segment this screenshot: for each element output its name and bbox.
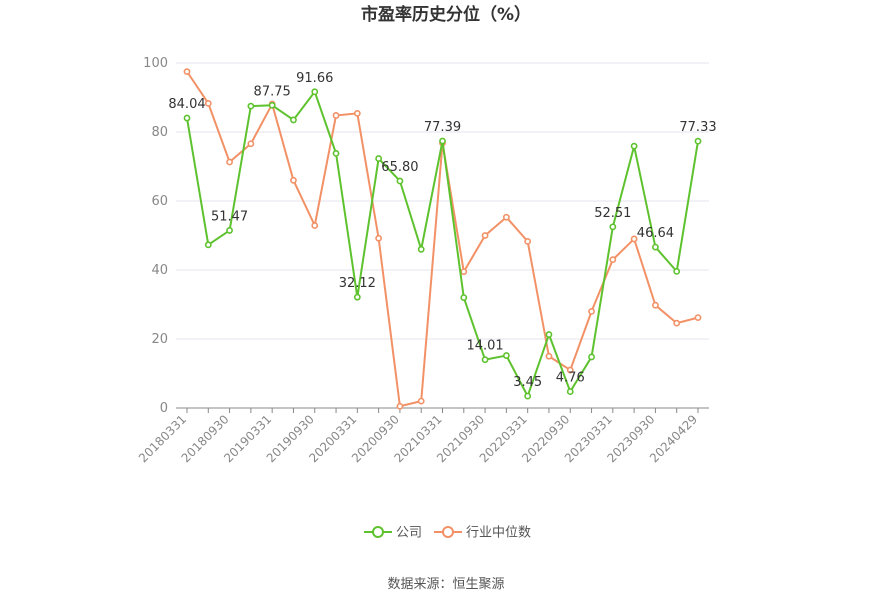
legend-marker: [442, 526, 454, 538]
data-point: [226, 227, 233, 234]
data-point: [396, 177, 404, 185]
legend-item-industry[interactable]: 行业中位数: [434, 526, 531, 541]
data-point: [609, 256, 617, 264]
y-tick-label: 60: [151, 194, 168, 209]
data-point: [226, 158, 233, 166]
data-label: 14.01: [466, 339, 503, 354]
data-point: [290, 176, 297, 184]
data-point: [481, 232, 489, 239]
data-point: [375, 155, 383, 162]
y-tick-label: 40: [151, 263, 168, 278]
data-label: 65.80: [381, 160, 418, 175]
data-point: [588, 353, 595, 361]
legend[interactable]: 公司 行业中位数: [364, 526, 531, 541]
data-point: [183, 68, 191, 76]
legend-label: 公司: [396, 526, 422, 541]
data-label: 3.45: [513, 375, 542, 390]
data-label: 32.12: [339, 276, 376, 291]
chart-title: 市盈率历史分位（%）: [361, 4, 531, 25]
data-point: [524, 237, 532, 245]
data-point: [588, 307, 595, 315]
data-point: [652, 243, 659, 251]
data-point: [694, 137, 702, 145]
data-point: [311, 88, 319, 96]
source-note: 数据来源：恒生聚源: [387, 577, 504, 592]
y-tick-label: 20: [151, 332, 168, 347]
data-point: [673, 319, 681, 327]
data-point: [630, 235, 638, 243]
data-point: [566, 366, 574, 374]
data-point: [481, 356, 489, 364]
data-point: [566, 388, 574, 395]
series-layer: [183, 68, 702, 410]
data-label: 52.51: [594, 206, 631, 221]
data-point: [652, 301, 659, 309]
data-label: 51.47: [211, 209, 248, 224]
data-point: [417, 245, 425, 253]
data-point: [545, 352, 553, 360]
legend-marker: [372, 526, 384, 538]
data-labels: 84.04 51.47 87.75 91.66 32.12 65.80 77.39 14.01…: [168, 71, 716, 390]
series-line-company: [186, 90, 699, 398]
data-point: [694, 314, 702, 322]
data-point: [460, 268, 468, 276]
data-point: [609, 223, 617, 231]
x-axis: 2018033120180930201903312019093020200331…: [136, 407, 709, 465]
data-point: [545, 331, 553, 338]
data-label: 87.75: [254, 84, 291, 99]
data-point: [311, 222, 319, 229]
data-point: [630, 142, 638, 150]
data-point: [204, 241, 212, 249]
legend-item-company[interactable]: 公司: [364, 526, 422, 541]
y-tick-label: 100: [143, 56, 168, 71]
data-point: [375, 234, 383, 242]
data-point: [353, 109, 361, 117]
data-point: [332, 149, 340, 157]
data-point: [524, 392, 532, 400]
data-point: [417, 397, 425, 405]
data-point: [204, 99, 212, 107]
data-label: 4.76: [556, 371, 585, 386]
data-label: 91.66: [296, 71, 333, 86]
data-point: [673, 267, 681, 275]
data-point: [183, 114, 191, 122]
data-point: [502, 352, 510, 359]
y-tick-label: 80: [151, 125, 168, 140]
legend-label: 行业中位数: [466, 526, 531, 541]
data-point: [502, 213, 510, 221]
y-axis-ticks: 0 20 40 60 80 100: [143, 56, 168, 416]
data-label: 84.04: [168, 97, 205, 112]
data-label: 77.33: [679, 120, 716, 135]
data-label: 77.39: [424, 120, 461, 135]
data-point: [396, 402, 404, 410]
data-label: 46.64: [637, 226, 674, 241]
data-point: [439, 137, 446, 145]
data-point: [332, 112, 340, 119]
data-point: [460, 294, 468, 301]
grid-lines: [176, 62, 709, 340]
data-point: [353, 293, 361, 301]
data-point: [290, 116, 297, 124]
data-point: [268, 101, 276, 109]
data-point: [247, 102, 255, 110]
data-point: [247, 140, 255, 148]
y-tick-label: 0: [160, 401, 168, 416]
